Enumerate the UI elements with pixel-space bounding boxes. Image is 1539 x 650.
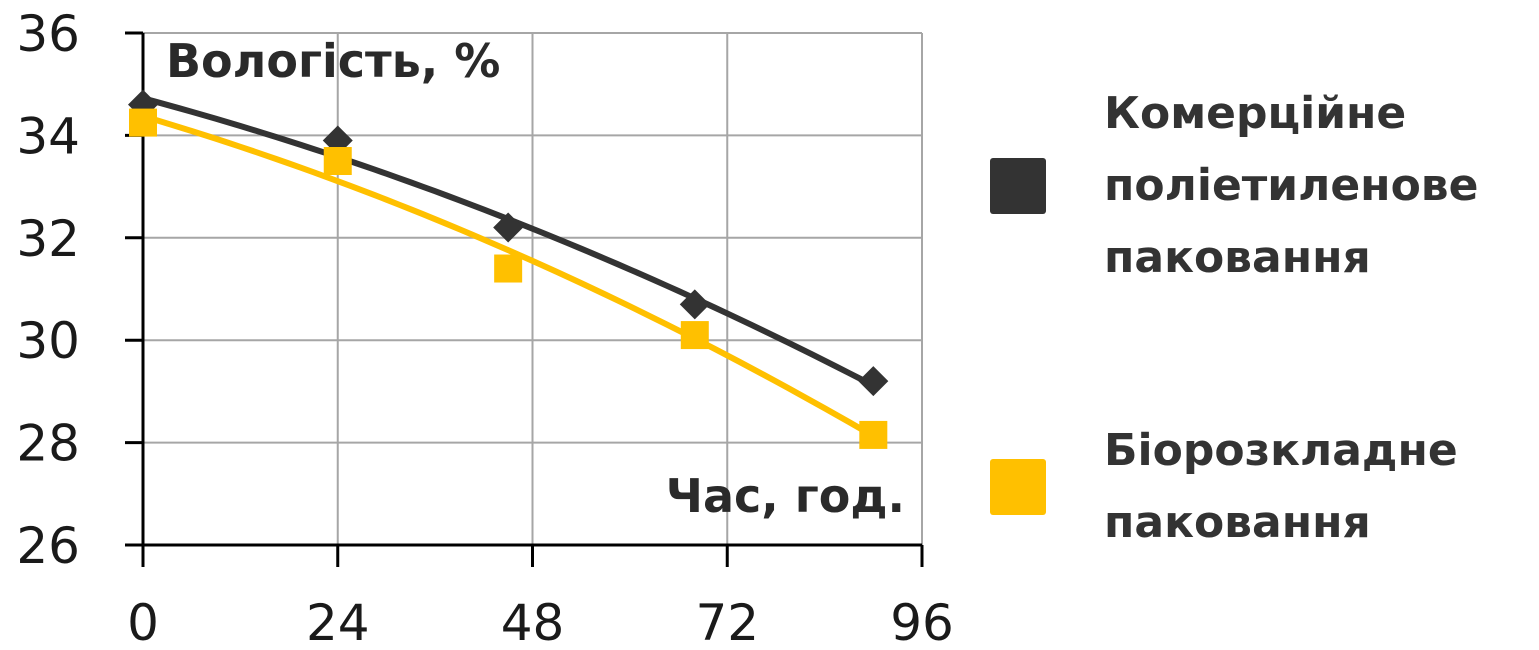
chart-plot: 26 28 30 32 34 36 0 24 48 72 96 Вологість, % Час, … [16,5,953,650]
marker-biodegradable-3 [680,321,709,350]
x-tick-label-24: 24 [306,594,370,650]
trendline-biodegradable [140,113,877,440]
y-tick-label-34: 34 [16,107,80,165]
y-axis-title: Вологість, % [166,34,500,88]
legend-label-biodegradable: Біорозкладне паковання [1104,425,1458,548]
legend-item-biodegradable: Біорозкладне паковання [990,415,1524,559]
x-axis-title: Час, год. [666,469,905,523]
marker-biodegradable-0 [129,108,157,137]
x-tick-label-48: 48 [501,594,565,650]
y-tick-label-30: 30 [16,312,80,370]
marker-commercial-4 [858,366,889,397]
legend-item-commercial: Комерційне поліетиленове паковання [990,78,1524,294]
marker-commercial-3 [679,289,710,320]
legend-swatch-biodegradable [990,459,1046,515]
legend: Комерційне поліетиленове паковання Біоро… [990,0,1530,650]
marker-commercial-2 [493,212,524,243]
tick-labels: 26 28 30 32 34 36 0 24 48 72 96 [16,5,953,650]
x-tick-label-96: 96 [890,594,954,650]
y-tick-label-36: 36 [16,5,80,63]
data-markers [128,89,889,449]
y-tick-label-32: 32 [16,210,80,268]
x-tick-label-0: 0 [127,594,159,650]
y-tick-label-28: 28 [16,415,80,473]
legend-label-commercial: Комерційне поліетиленове паковання [1104,88,1479,283]
legend-swatch-commercial [990,158,1046,214]
marker-biodegradable-1 [323,147,352,175]
marker-biodegradable-2 [494,254,523,283]
x-tick-label-72: 72 [695,594,759,650]
marker-biodegradable-4 [859,420,888,449]
y-tick-label-26: 26 [16,517,80,575]
